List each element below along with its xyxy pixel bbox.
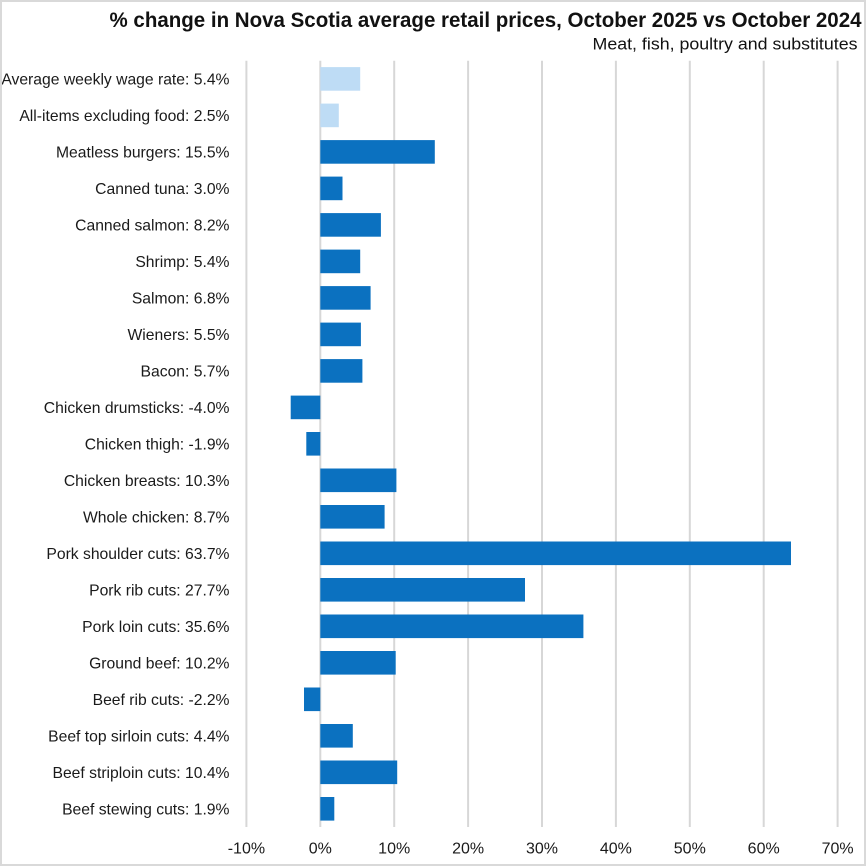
svg-text:All-items excluding food: 2.5%: All-items excluding food: 2.5% xyxy=(19,108,229,125)
svg-text:Meat, fish, poultry and substi: Meat, fish, poultry and substitutes xyxy=(593,35,858,54)
svg-text:Chicken drumsticks: -4.0%: Chicken drumsticks: -4.0% xyxy=(44,400,230,417)
svg-text:50%: 50% xyxy=(674,841,706,858)
svg-text:% change in Nova Scotia averag: % change in Nova Scotia average retail p… xyxy=(110,8,862,32)
svg-text:Shrimp: 5.4%: Shrimp: 5.4% xyxy=(135,254,229,271)
svg-text:Pork loin cuts: 35.6%: Pork loin cuts: 35.6% xyxy=(82,619,229,636)
svg-text:-10%: -10% xyxy=(228,841,265,858)
svg-text:10%: 10% xyxy=(378,841,410,858)
svg-text:Meatless burgers: 15.5%: Meatless burgers: 15.5% xyxy=(56,145,230,162)
svg-text:Pork shoulder cuts: 63.7%: Pork shoulder cuts: 63.7% xyxy=(46,546,229,563)
svg-text:Whole chicken: 8.7%: Whole chicken: 8.7% xyxy=(83,510,230,527)
svg-text:Canned tuna: 3.0%: Canned tuna: 3.0% xyxy=(95,181,229,198)
svg-text:Average weekly wage rate: 5.4%: Average weekly wage rate: 5.4% xyxy=(1,72,229,89)
svg-text:Chicken thigh: -1.9%: Chicken thigh: -1.9% xyxy=(85,437,230,454)
svg-text:Pork rib cuts: 27.7%: Pork rib cuts: 27.7% xyxy=(89,583,229,600)
svg-text:Beef stewing cuts: 1.9%: Beef stewing cuts: 1.9% xyxy=(62,802,229,819)
svg-text:60%: 60% xyxy=(748,841,780,858)
svg-text:Beef striploin cuts: 10.4%: Beef striploin cuts: 10.4% xyxy=(52,765,229,782)
svg-text:Chicken breasts: 10.3%: Chicken breasts: 10.3% xyxy=(64,473,230,490)
svg-text:Beef top sirloin cuts: 4.4%: Beef top sirloin cuts: 4.4% xyxy=(48,729,229,746)
svg-text:Ground beef: 10.2%: Ground beef: 10.2% xyxy=(89,656,229,673)
svg-text:30%: 30% xyxy=(526,841,558,858)
svg-text:Canned salmon: 8.2%: Canned salmon: 8.2% xyxy=(75,218,229,235)
svg-text:70%: 70% xyxy=(822,841,854,858)
svg-text:40%: 40% xyxy=(600,841,632,858)
svg-text:Beef rib cuts: -2.2%: Beef rib cuts: -2.2% xyxy=(93,692,230,709)
svg-text:Wieners: 5.5%: Wieners: 5.5% xyxy=(127,327,229,344)
svg-text:Bacon: 5.7%: Bacon: 5.7% xyxy=(141,364,230,381)
svg-text:0%: 0% xyxy=(309,841,332,858)
svg-text:Salmon: 6.8%: Salmon: 6.8% xyxy=(132,291,230,308)
svg-text:20%: 20% xyxy=(452,841,484,858)
